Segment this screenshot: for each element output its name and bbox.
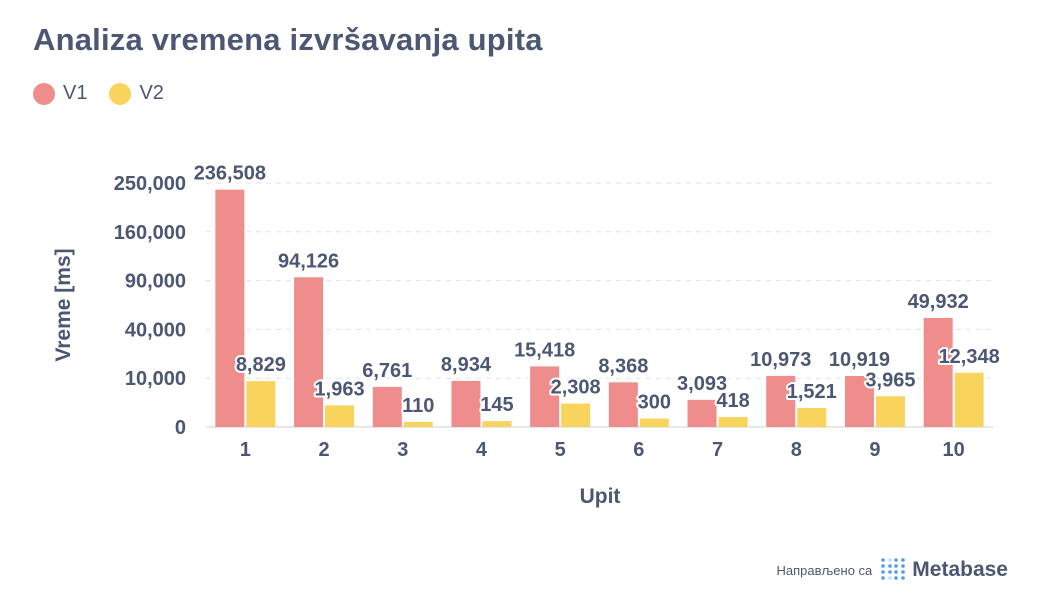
- data-label-v1: 8,368: [598, 355, 648, 377]
- data-label-v2: 300: [638, 392, 671, 414]
- x-tick-label: 10: [943, 439, 965, 461]
- bar-v2: [718, 417, 748, 427]
- data-label-v2: 1,963: [315, 378, 365, 400]
- data-label-v1: 10,973: [750, 349, 811, 371]
- data-label-v2: 1,521: [787, 381, 837, 403]
- data-label-v1: 236,508: [194, 163, 266, 185]
- bar-v1: [844, 376, 874, 427]
- legend-item-v2[interactable]: V2: [109, 82, 164, 105]
- metabase-logo-icon: [881, 558, 906, 580]
- legend-swatch-v2: [109, 82, 132, 105]
- y-axis-ticks: 0 10,000 40,000 90,000 160,000 250,000: [114, 173, 186, 439]
- data-label-v2: 418: [716, 390, 749, 412]
- bar-v2: [639, 418, 669, 427]
- bar-v2: [403, 421, 433, 427]
- x-tick-label: 9: [869, 439, 880, 461]
- y-axis-label: Vreme [ms]: [52, 248, 75, 361]
- y-tick-label: 40,000: [125, 319, 186, 341]
- y-tick-label: 90,000: [125, 271, 186, 293]
- x-tick-label: 6: [633, 439, 644, 461]
- data-label-v1: 10,919: [829, 349, 890, 371]
- bar-v2: [954, 372, 984, 427]
- data-label-v2: 110: [402, 395, 434, 417]
- x-axis-label: Upit: [580, 485, 621, 508]
- bar-v1: [608, 382, 638, 427]
- data-label-v2: 2,308: [551, 377, 601, 399]
- data-label-v1: 49,932: [908, 291, 969, 313]
- chart-title: Analiza vremena izvršavanja upita: [33, 22, 543, 57]
- data-label-v2: 145: [480, 394, 513, 416]
- x-tick-label: 1: [240, 439, 251, 461]
- bar-v1: [687, 399, 717, 427]
- bar-v1: [923, 317, 953, 427]
- x-tick-label: 4: [476, 439, 488, 461]
- y-tick-label: 250,000: [114, 173, 186, 195]
- bar-v2: [875, 396, 905, 427]
- x-tick-label: 5: [555, 439, 566, 461]
- x-tick-label: 3: [397, 439, 408, 461]
- legend: V1 V2: [33, 82, 186, 105]
- legend-label-v2: V2: [139, 82, 164, 104]
- metabase-brand[interactable]: Metabase: [912, 558, 1008, 581]
- x-tick-label: 8: [791, 439, 802, 461]
- y-tick-label: 10,000: [125, 368, 186, 390]
- footer: Направљено са Metabase: [776, 556, 1008, 584]
- bar-v1: [530, 366, 560, 427]
- bars: [215, 189, 984, 427]
- bar-v2: [797, 407, 827, 427]
- data-label-v1: 94,126: [278, 250, 339, 272]
- bar-v1: [294, 277, 324, 427]
- data-label-v1: 3,093: [677, 373, 727, 395]
- bar-v2: [482, 421, 512, 427]
- bar-v2: [246, 381, 276, 427]
- x-tick-label: 2: [318, 439, 329, 461]
- bar-v1: [215, 189, 245, 427]
- bar-v2: [325, 405, 355, 427]
- y-tick-label: 0: [175, 417, 186, 439]
- legend-swatch-v1: [33, 82, 55, 105]
- data-label-v2: 12,348: [939, 346, 1000, 368]
- x-axis-ticks: 1 2 3 4 5 6 7 8 9 10: [240, 439, 965, 461]
- data-label-v1: 6,761: [362, 360, 412, 382]
- bar-v2: [561, 403, 591, 427]
- bar-v1: [766, 375, 796, 427]
- data-label-v2: 8,829: [236, 354, 286, 376]
- data-label-v2: 3,965: [865, 369, 915, 391]
- bar-v1: [372, 386, 402, 427]
- legend-item-v1[interactable]: V1: [33, 82, 87, 105]
- bar-v1: [451, 380, 481, 427]
- data-label-v1: 15,418: [514, 339, 575, 361]
- y-tick-label: 160,000: [114, 222, 186, 244]
- made-with-text: Направљено са: [776, 562, 873, 578]
- data-label-v1: 8,934: [441, 354, 492, 376]
- x-tick-label: 7: [712, 439, 723, 461]
- legend-label-v1: V1: [63, 82, 88, 104]
